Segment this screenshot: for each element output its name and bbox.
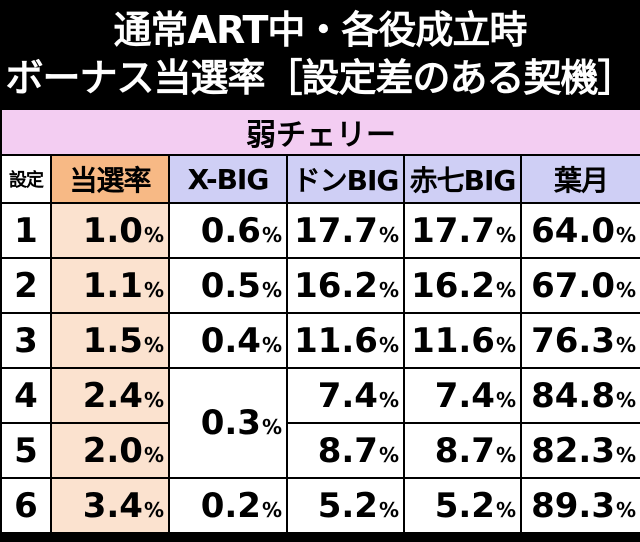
unit: % — [143, 442, 164, 467]
unit: % — [378, 332, 399, 357]
cell: 67.0% — [519, 257, 640, 314]
column-header: ドンBIG — [286, 154, 405, 204]
cell: 8.7% — [286, 422, 405, 479]
cell: 7.4% — [286, 367, 405, 424]
unit: % — [261, 332, 282, 357]
unit: % — [261, 415, 282, 439]
title-line: 通常ART中・各役成立時 — [113, 8, 528, 52]
cell: 11.6% — [403, 312, 522, 369]
table: 弱チェリー 設定 当選率 X-BIG ドンBIG 赤七BIG 葉月 1 1.0%… — [0, 108, 640, 534]
cell: 1.0% — [50, 202, 170, 259]
unit: % — [615, 497, 637, 522]
cell: 4 — [0, 367, 52, 424]
row: 2 1.1% 0.5% 16.2% 16.2% 67.0% — [0, 257, 640, 314]
row: 6 3.4% 0.2% 5.2% 5.2% 89.3% — [0, 477, 640, 534]
column-header: 設定 — [0, 154, 52, 204]
table-caption: 弱チェリー — [0, 108, 640, 156]
unit: % — [495, 277, 516, 302]
title-line: ボーナス当選率［設定差のある契機］ — [5, 56, 635, 100]
cell: 8.7% — [403, 422, 522, 479]
unit: % — [615, 277, 637, 302]
column-header: 葉月 — [519, 154, 640, 204]
unit: % — [495, 222, 516, 247]
unit: % — [143, 387, 164, 412]
merged-cell: 0.3% — [168, 367, 288, 479]
cell: 64.0% — [519, 202, 640, 259]
unit: % — [143, 277, 164, 302]
unit: % — [495, 497, 516, 522]
unit: % — [495, 442, 516, 467]
unit: % — [143, 222, 164, 247]
row: 1 1.0% 0.6% 17.7% 17.7% 64.0% — [0, 202, 640, 259]
cell: 16.2% — [403, 257, 522, 314]
unit: % — [615, 387, 637, 412]
cell: 89.3% — [519, 477, 640, 534]
row: 5 2.0% 8.7% 8.7% 82.3% — [0, 422, 640, 479]
cell: 2.4% — [50, 367, 170, 424]
unit: % — [378, 277, 399, 302]
column-header: 赤七BIG — [403, 154, 522, 204]
cell: 2 — [0, 257, 52, 314]
column-header: 当選率 — [50, 154, 170, 204]
row: 3 1.5% 0.4% 11.6% 11.6% 76.3% — [0, 312, 640, 369]
cell: 5.2% — [286, 477, 405, 534]
unit: % — [261, 277, 282, 302]
cell: 0.4% — [168, 312, 288, 369]
cell: 17.7% — [403, 202, 522, 259]
cell: 1.1% — [50, 257, 170, 314]
cell: 17.7% — [286, 202, 405, 259]
cell: 7.4% — [403, 367, 522, 424]
unit: % — [378, 387, 399, 412]
unit: % — [143, 332, 164, 357]
cell: 0.6% — [168, 202, 288, 259]
unit: % — [378, 497, 399, 522]
unit: % — [615, 332, 637, 357]
unit: % — [495, 332, 516, 357]
cell: 84.8% — [519, 367, 640, 424]
cell: 1 — [0, 202, 52, 259]
row: 4 2.4% 0.3% 7.4% 7.4% 84.8% — [0, 367, 640, 479]
unit: % — [378, 222, 399, 247]
cell: 11.6% — [286, 312, 405, 369]
cell: 5.2% — [403, 477, 522, 534]
cell: 82.3% — [519, 422, 640, 479]
cell: 1.5% — [50, 312, 170, 369]
cell: 16.2% — [286, 257, 405, 314]
unit: % — [261, 497, 282, 522]
cell: 3.4% — [50, 477, 170, 534]
header: 通常ART中・各役成立時 ボーナス当選率［設定差のある契機］ — [0, 0, 640, 108]
unit: % — [378, 442, 399, 467]
cell: 3 — [0, 312, 52, 369]
unit: % — [615, 442, 637, 467]
cell: 5 — [0, 422, 52, 479]
cell: 0.2% — [168, 477, 288, 534]
cell: 6 — [0, 477, 52, 534]
unit: % — [261, 222, 282, 247]
unit: % — [615, 222, 637, 247]
column-header: X-BIG — [168, 154, 288, 204]
unit: % — [143, 497, 164, 522]
cell: 2.0% — [50, 422, 170, 479]
cell: 0.5% — [168, 257, 288, 314]
cell: 76.3% — [519, 312, 640, 369]
unit: % — [495, 387, 516, 412]
